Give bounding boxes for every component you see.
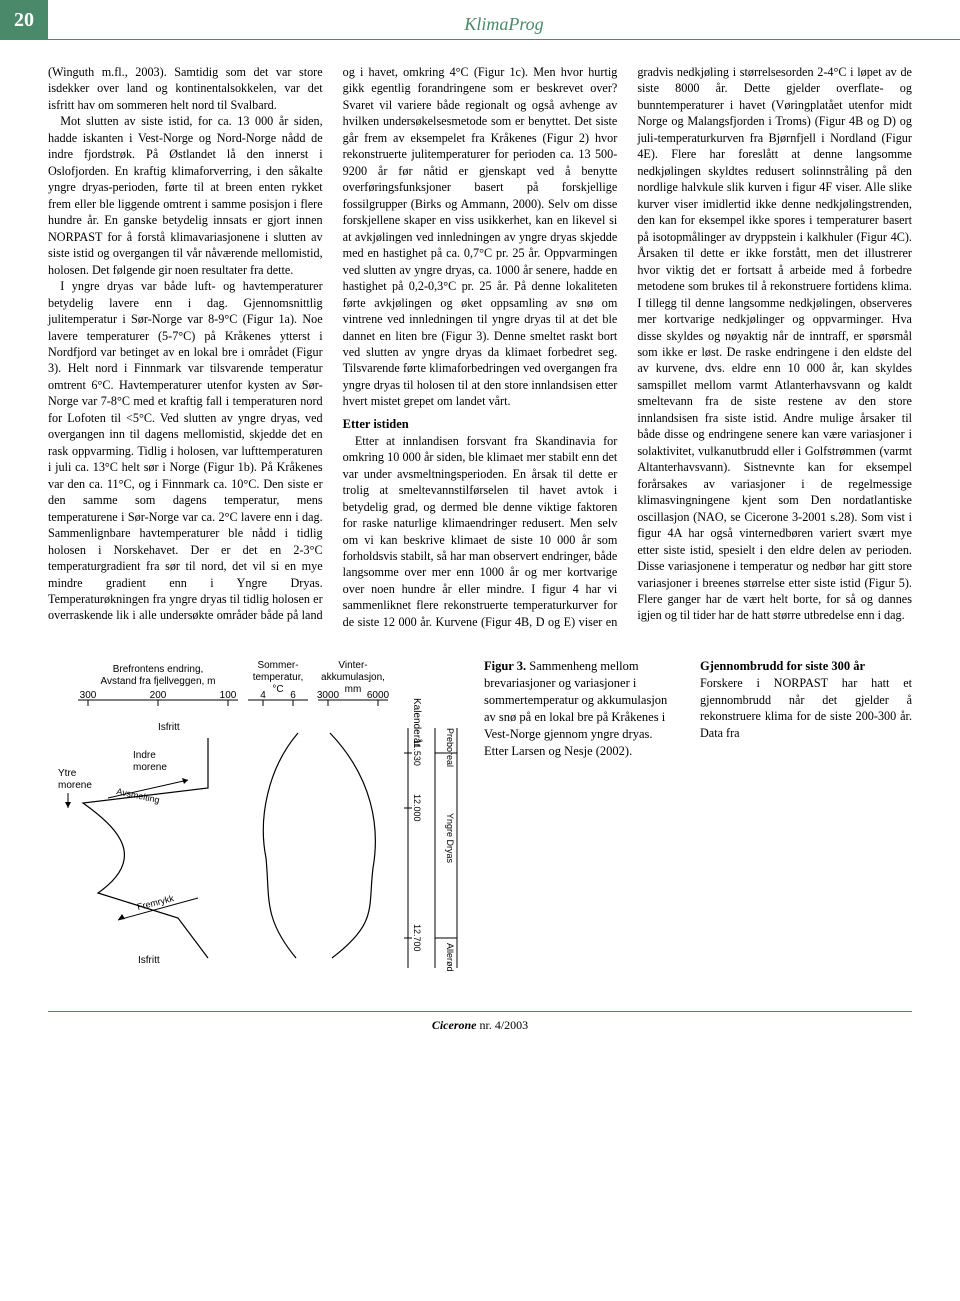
svg-text:Yngre Dryas: Yngre Dryas xyxy=(445,813,455,864)
body-columns: (Winguth m.fl., 2003). Samtidig som det … xyxy=(48,64,912,630)
right-text-block: Gjennombrudd for siste 300 år Forskere i… xyxy=(688,658,912,983)
page-header: 20 KlimaProg xyxy=(0,0,960,40)
svg-text:3000: 3000 xyxy=(317,690,340,701)
svg-text:Allerød: Allerød xyxy=(445,943,455,972)
svg-text:100: 100 xyxy=(220,690,237,701)
body-para: Forskere i NORPAST har hatt et gjennombr… xyxy=(700,675,912,741)
figure-caption-title: Figur 3. xyxy=(484,659,526,673)
svg-text:Brefrontens endring,: Brefrontens endring, xyxy=(113,664,204,675)
svg-text:4: 4 xyxy=(260,690,266,701)
svg-text:°C: °C xyxy=(272,684,283,695)
svg-text:Isfritt: Isfritt xyxy=(158,722,180,733)
svg-text:200: 200 xyxy=(150,690,167,701)
svg-text:temperatur,: temperatur, xyxy=(253,672,304,683)
footer-journal: Cicerone xyxy=(432,1018,477,1032)
svg-text:Fremrykk: Fremrykk xyxy=(136,893,175,912)
svg-text:Vinter-: Vinter- xyxy=(338,660,367,671)
journal-name: KlimaProg xyxy=(464,14,543,35)
svg-text:Ytre: Ytre xyxy=(58,768,77,779)
svg-text:11.530: 11.530 xyxy=(412,739,422,766)
body-para: (Winguth m.fl., 2003). Samtidig som det … xyxy=(48,64,323,113)
svg-text:6000: 6000 xyxy=(367,690,390,701)
svg-text:Sommer-: Sommer- xyxy=(257,660,298,671)
svg-text:12.000: 12.000 xyxy=(412,794,422,822)
page-number: 20 xyxy=(0,0,48,40)
svg-text:Isfritt: Isfritt xyxy=(138,955,160,966)
figure-caption-text: Sammenheng mellom brevariasjoner og vari… xyxy=(484,659,667,757)
header-bar: KlimaProg xyxy=(48,0,960,40)
svg-text:Preboreal: Preboreal xyxy=(445,728,455,767)
subheading: Gjennombrudd for siste 300 år xyxy=(700,658,912,675)
svg-text:Avsmelting: Avsmelting xyxy=(116,787,161,806)
figure-3-chart: Brefrontens endring,Avstand fra fjellveg… xyxy=(48,658,468,983)
svg-text:Indre: Indre xyxy=(133,750,156,761)
svg-text:Avstand fra fjellveggen, m: Avstand fra fjellveggen, m xyxy=(101,676,216,687)
page-footer: Cicerone nr. 4/2003 xyxy=(48,1011,912,1051)
figure-3-caption: Figur 3. Sammenheng mellom brevariasjone… xyxy=(468,658,688,983)
svg-text:morene: morene xyxy=(133,762,167,773)
subheading: Etter istiden xyxy=(343,416,618,433)
svg-text:6: 6 xyxy=(290,690,296,701)
footer-issue: nr. 4/2003 xyxy=(477,1018,529,1032)
svg-text:300: 300 xyxy=(80,690,97,701)
svg-text:akkumulasjon,: akkumulasjon, xyxy=(321,672,385,683)
body-para: Mot slutten av siste istid, for ca. 13 0… xyxy=(48,113,323,278)
svg-text:12.700: 12.700 xyxy=(412,924,422,952)
svg-text:mm: mm xyxy=(345,684,362,695)
svg-text:morene: morene xyxy=(58,780,92,791)
